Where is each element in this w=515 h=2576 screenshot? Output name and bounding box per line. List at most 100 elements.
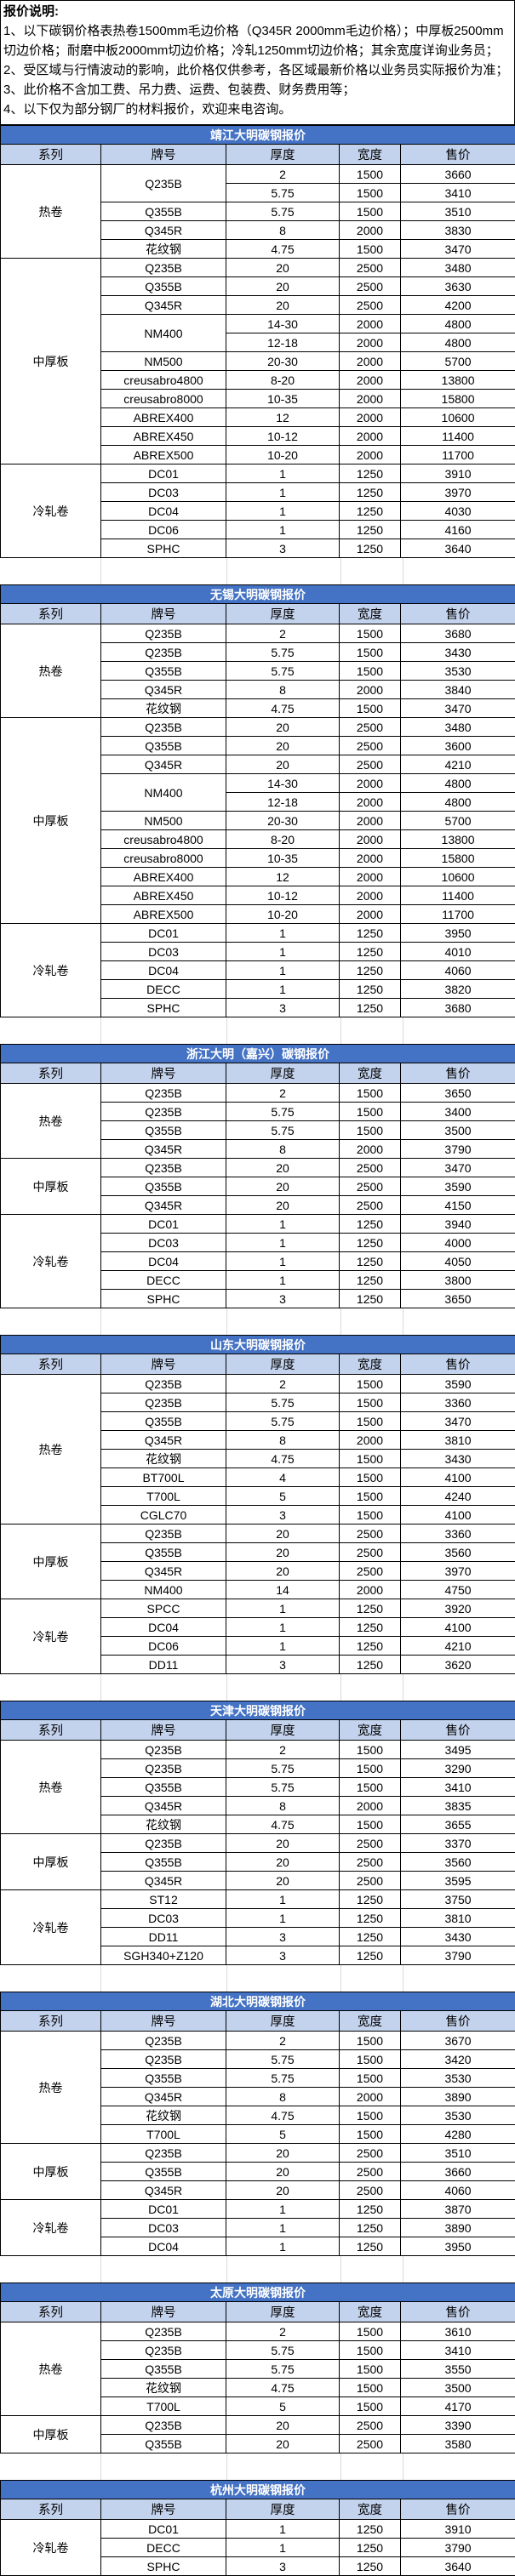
table-title-row: 杭州大明碳钢报价	[1, 2481, 515, 2499]
grade-cell: Q235B	[101, 2050, 226, 2069]
grade-cell: NM500	[101, 812, 226, 830]
grade-cell: NM400	[101, 774, 226, 812]
width-cell: 2500	[340, 2144, 401, 2163]
width-cell: 2000	[340, 221, 401, 240]
price-cell: 3480	[401, 259, 515, 277]
width-cell: 1250	[340, 924, 401, 943]
grade-cell: DC01	[101, 464, 226, 483]
thickness-cell: 12-18	[226, 333, 340, 352]
grade-cell: creusabro8000	[101, 390, 226, 408]
price-cell: 3410	[401, 1778, 515, 1797]
price-cell: 3750	[401, 1890, 515, 1909]
series-cell: 冷轧卷	[1, 2520, 101, 2576]
grade-cell: DC03	[101, 943, 226, 961]
thickness-cell: 5.75	[226, 2050, 340, 2069]
price-cell: 3430	[401, 1928, 515, 1946]
series-cell: 冷轧卷	[1, 2200, 101, 2256]
table-title-row: 靖江大明碳钢报价	[1, 126, 515, 145]
grade-cell: DC04	[101, 1618, 226, 1637]
thickness-cell: 1	[226, 2219, 340, 2237]
width-cell: 1250	[340, 1290, 401, 1308]
series-cell: 中厚板	[1, 718, 101, 924]
width-cell: 1500	[340, 240, 401, 259]
note-line: 4、以下仅为部分钢厂的材料报价，欢迎来电咨询。	[3, 100, 509, 119]
grade-cell: DECC	[101, 2539, 226, 2557]
grade-cell: DC01	[101, 924, 226, 943]
grade-cell: DC06	[101, 1637, 226, 1656]
price-cell: 3390	[401, 2416, 515, 2435]
grid-gap-line	[341, 1965, 403, 1992]
price-cell: 3640	[401, 539, 515, 558]
price-cell: 3360	[401, 1525, 515, 1543]
width-cell: 2000	[340, 1581, 401, 1599]
grade-cell: DC04	[101, 961, 226, 980]
price-cell: 3370	[401, 1834, 515, 1853]
grid-gap-line	[341, 1674, 403, 1701]
grade-cell: NM500	[101, 352, 226, 371]
grade-cell: Q235B	[101, 259, 226, 277]
grid-gap-line	[101, 2256, 227, 2282]
price-cell: 3290	[401, 1759, 515, 1778]
grade-cell: T700L	[101, 2125, 226, 2144]
grade-cell: Q235B	[101, 2032, 226, 2050]
grade-cell: Q355B	[101, 1778, 226, 1797]
column-header-3: 宽度	[340, 1063, 401, 1084]
grade-cell: DECC	[101, 980, 226, 999]
column-header-1: 牌号	[101, 604, 226, 624]
price-cell: 3420	[401, 2050, 515, 2069]
series-cell: 中厚板	[1, 1159, 101, 1215]
grade-cell: Q345R	[101, 1140, 226, 1159]
price-cell: 11700	[401, 905, 515, 924]
thickness-cell: 3	[226, 2557, 340, 2576]
width-cell: 1500	[340, 1084, 401, 1103]
column-header-2: 厚度	[226, 1063, 340, 1084]
price-cell: 4150	[401, 1196, 515, 1215]
grid-gap	[0, 1674, 515, 1701]
grade-cell: ABREX500	[101, 446, 226, 464]
thickness-cell: 1	[226, 1637, 340, 1656]
column-header-1: 牌号	[101, 2011, 226, 2032]
price-cell: 4800	[401, 333, 515, 352]
thickness-cell: 8	[226, 1797, 340, 1815]
grid-gap-line	[0, 1965, 101, 1992]
grade-cell: Q235B	[101, 165, 226, 202]
grade-cell: ABREX450	[101, 886, 226, 905]
width-cell: 2000	[340, 315, 401, 333]
grid-gap-line	[341, 2256, 403, 2282]
column-header-0: 系列	[1, 145, 101, 165]
price-cell: 4000	[401, 1234, 515, 1252]
price-cell: 3910	[401, 464, 515, 483]
column-header-3: 宽度	[340, 2302, 401, 2322]
price-cell: 10600	[401, 868, 515, 886]
price-cell: 3530	[401, 2106, 515, 2125]
width-cell: 1500	[340, 699, 401, 718]
width-cell: 2500	[340, 1159, 401, 1177]
price-cell: 11400	[401, 427, 515, 446]
thickness-cell: 5.75	[226, 662, 340, 681]
price-cell: 4030	[401, 502, 515, 521]
grade-cell: DD11	[101, 1656, 226, 1674]
width-cell: 2000	[340, 905, 401, 924]
thickness-cell: 5.75	[226, 184, 340, 202]
thickness-cell: 5.75	[226, 1393, 340, 1412]
width-cell: 2500	[340, 1525, 401, 1543]
grade-cell: DC03	[101, 1234, 226, 1252]
grid-gap-line	[341, 2453, 403, 2480]
price-cell: 3660	[401, 2163, 515, 2181]
thickness-cell: 20	[226, 1177, 340, 1196]
grade-cell: SPHC	[101, 1290, 226, 1308]
column-header-row: 系列牌号厚度宽度售价	[1, 604, 515, 624]
thickness-cell: 20	[226, 718, 340, 737]
width-cell: 1500	[340, 2360, 401, 2379]
price-cell: 3940	[401, 1215, 515, 1234]
column-header-0: 系列	[1, 1720, 101, 1741]
column-header-4: 售价	[401, 1354, 515, 1375]
grade-cell: Q345R	[101, 1797, 226, 1815]
grid-gap-line	[0, 2453, 101, 2480]
price-cell: 13800	[401, 371, 515, 390]
thickness-cell: 10-35	[226, 390, 340, 408]
thickness-cell: 8-20	[226, 830, 340, 849]
